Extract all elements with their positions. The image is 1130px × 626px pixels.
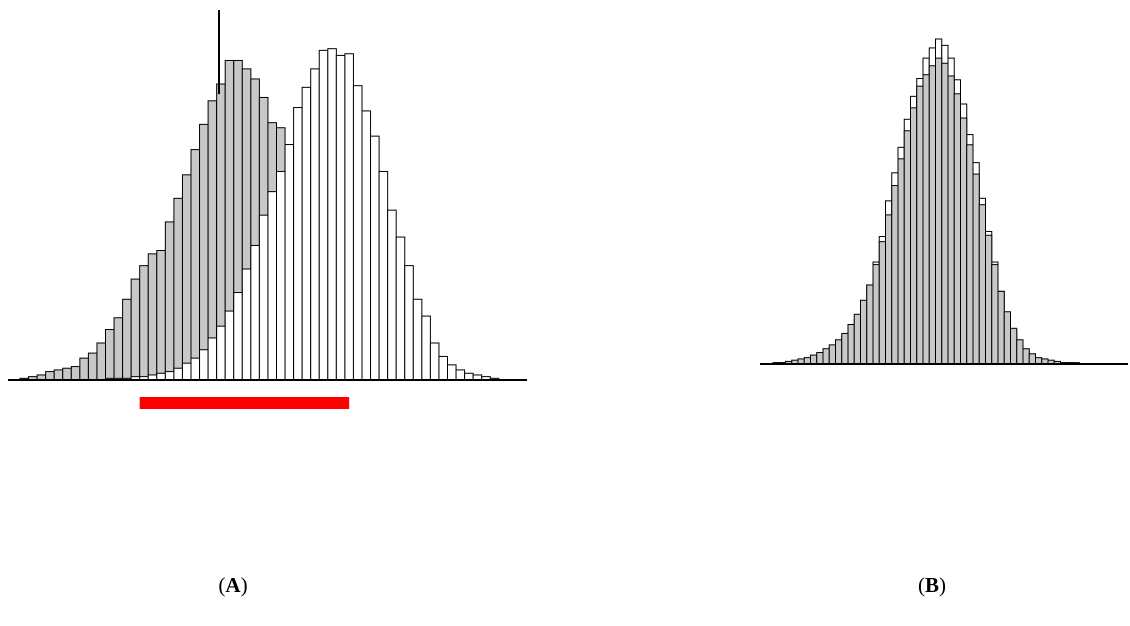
histogram-bar: [139, 265, 149, 381]
histogram-bar: [991, 264, 999, 365]
histogram-bar: [352, 85, 363, 381]
histogram-panel-a: [8, 10, 527, 409]
histogram-bar: [916, 85, 924, 365]
histogram-bar: [45, 371, 55, 381]
histogram-bar: [173, 367, 183, 381]
histogram-bar: [1022, 348, 1030, 365]
histogram-bar: [224, 310, 235, 381]
histogram-bar: [897, 158, 905, 365]
histogram-bar: [96, 342, 106, 381]
histogram-bar: [1016, 339, 1024, 365]
histogram-bar: [947, 75, 955, 365]
histogram-bar: [816, 352, 824, 365]
histogram-bar: [878, 241, 886, 365]
histogram-bar: [233, 292, 243, 381]
histogram-bar: [344, 53, 354, 381]
range-bar: [139, 397, 350, 409]
histogram-bar: [421, 315, 431, 381]
histogram-bar: [953, 93, 961, 365]
histogram-bar: [164, 221, 175, 381]
histogram-bar: [147, 253, 158, 381]
panel-label-b: (B): [918, 573, 946, 597]
histogram-bar: [997, 290, 1005, 365]
histogram-bar: [301, 86, 312, 381]
histogram-bar: [860, 299, 868, 365]
histogram-bar: [387, 209, 397, 381]
histogram-bar: [885, 214, 893, 365]
histogram-bar: [156, 372, 166, 381]
histogram-bar: [835, 339, 843, 365]
histogram-bar: [79, 357, 89, 381]
histogram-bar: [310, 68, 320, 381]
histogram-bar: [87, 352, 98, 381]
histogram-bar: [199, 349, 209, 381]
histogram-panel-b: [760, 38, 1128, 365]
histogram-bar: [62, 367, 72, 381]
histogram-bar: [866, 284, 874, 365]
histogram-bar: [960, 117, 968, 365]
histogram-bar: [216, 325, 226, 381]
histogram-bar: [395, 236, 406, 381]
histogram-bar: [190, 149, 201, 381]
histogram-bar: [822, 348, 830, 365]
histogram-bar: [122, 298, 132, 381]
histogram-bar: [464, 372, 474, 381]
histogram-bar: [318, 49, 329, 381]
histogram-bar: [53, 369, 64, 381]
panel-label-a: (A): [218, 573, 247, 597]
histogram-bar: [70, 366, 81, 381]
histogram-bar: [327, 48, 337, 381]
histogram-bar: [190, 357, 201, 381]
histogram-bar: [935, 57, 943, 365]
histogram-bar: [267, 191, 278, 381]
histogram-bar: [1010, 327, 1018, 365]
histogram-bar: [853, 313, 861, 365]
histogram-bar: [335, 54, 346, 381]
histogram-bar: [903, 130, 911, 365]
histogram-bar: [828, 344, 836, 365]
series-gray-bars: [772, 57, 1080, 365]
histogram-bar: [378, 170, 389, 381]
histogram-bar: [181, 174, 192, 381]
histogram-bar: [810, 354, 818, 365]
histogram-bar: [207, 337, 218, 381]
histogram-bar: [1028, 353, 1036, 365]
histogram-bar: [199, 123, 209, 381]
histogram-bar: [447, 364, 457, 381]
histogram-bar: [276, 170, 286, 381]
histogram-bar: [928, 65, 936, 365]
histogram-bar: [113, 317, 124, 381]
histogram-bar: [404, 265, 414, 381]
histogram-bar: [1003, 311, 1011, 365]
histogram-bar: [922, 74, 930, 365]
histogram-bar: [972, 173, 980, 365]
histogram-bar: [455, 369, 466, 381]
histogram-bar: [130, 278, 141, 381]
histogram-bar: [910, 107, 918, 365]
histogram-bar: [370, 135, 380, 381]
histogram-bar: [293, 107, 303, 381]
histogram-bar: [173, 197, 183, 381]
histogram-bar: [985, 234, 993, 365]
histogram-bar: [429, 342, 440, 381]
histogram-bar: [284, 144, 295, 381]
histogram-bar: [966, 144, 974, 365]
histogram-bar: [412, 298, 423, 381]
histogram-bar: [847, 323, 855, 365]
histogram-bar: [891, 185, 899, 365]
histogram-bar: [258, 214, 269, 381]
histogram-bar: [872, 264, 880, 365]
histogram-bar: [978, 204, 986, 365]
histogram-bar: [361, 110, 372, 381]
histogram-bar: [438, 355, 449, 381]
histogram-bar: [164, 371, 175, 381]
histogram-bar: [241, 268, 252, 381]
histogram-bar: [105, 329, 115, 381]
histogram-bar: [156, 250, 166, 381]
histogram-bar: [841, 332, 849, 365]
histogram-bar: [941, 62, 949, 365]
histogram-bar: [250, 244, 260, 381]
histogram-bar: [181, 362, 192, 381]
